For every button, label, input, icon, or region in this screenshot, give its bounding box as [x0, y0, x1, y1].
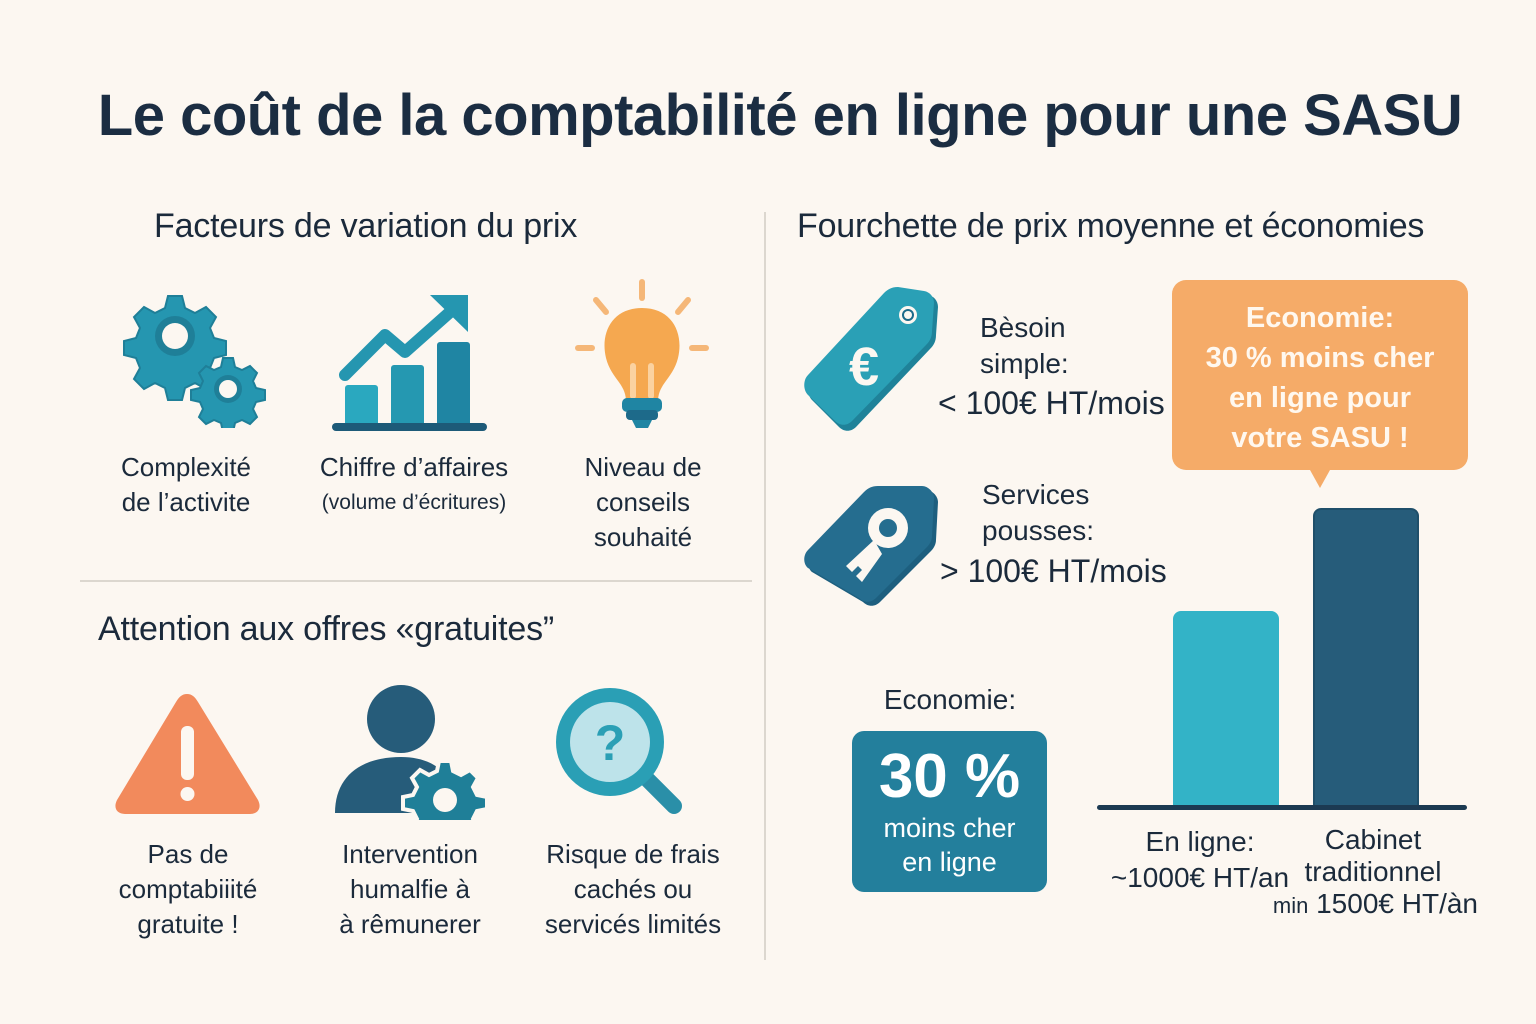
tier-simple-price: < 100€ HT/mois [938, 385, 1165, 421]
tier-advanced-label: Services pousses: [982, 479, 1095, 546]
savings-box: 30 % moins cher en ligne [852, 731, 1047, 892]
lightbulb-icon [575, 279, 709, 428]
factors-section-title: Facteurs de variation du prix [154, 207, 578, 245]
bar-traditional-firm [1313, 508, 1419, 807]
factor-caption-revenue: Chiffre d’affaires (volume d’écritures) [319, 452, 509, 514]
vertical-divider [764, 212, 766, 960]
magnifier-question-icon: ? [556, 688, 682, 814]
growth-chart-icon [332, 295, 487, 431]
warnings-section-title: Attention aux offres «gratuites” [98, 610, 555, 648]
factor-caption-complexity: Complexité de l’activite [120, 452, 252, 517]
gears-icon [123, 295, 266, 428]
bar-label-traditional: Cabinet traditionnel min 1500€ HT/àn [1272, 824, 1478, 919]
svg-text:?: ? [595, 715, 626, 771]
price-range-section-title: Fourchette de prix moyenne et économies [797, 207, 1425, 245]
person-gear-icon [335, 685, 485, 820]
chart-baseline [1097, 805, 1467, 810]
warning-triangle-icon [115, 694, 260, 814]
savings-percent: 30 % [878, 742, 1021, 811]
key-price-tag-icon [804, 486, 938, 606]
warning-caption-not-free: Pas de comptabiiité gratuite ! [118, 839, 258, 939]
savings-speech-bubble: Economie: 30 % moins cher en ligne pour … [1172, 280, 1468, 488]
horizontal-divider [80, 580, 752, 582]
factor-caption-advice: Niveau de conseils souhaité [584, 452, 702, 552]
euro-price-tag-icon: € [804, 287, 938, 431]
page-title: Le coût de la comptabilité en ligne pour… [97, 83, 1463, 148]
bar-label-online: En ligne: ~1000€ HT/an [1110, 826, 1290, 893]
bar-online [1173, 611, 1279, 807]
tier-simple-label: Bèsoin simple: [980, 312, 1069, 379]
warning-caption-hidden-fees: Risque de frais cachés ou servicés limit… [544, 839, 722, 939]
warning-caption-human-intervention: Intervention humalfie à à rêmunerer [339, 839, 481, 939]
svg-text:€: € [849, 337, 879, 397]
tier-advanced-price: > 100€ HT/mois [940, 553, 1167, 589]
savings-label: Economie: [883, 684, 1017, 715]
